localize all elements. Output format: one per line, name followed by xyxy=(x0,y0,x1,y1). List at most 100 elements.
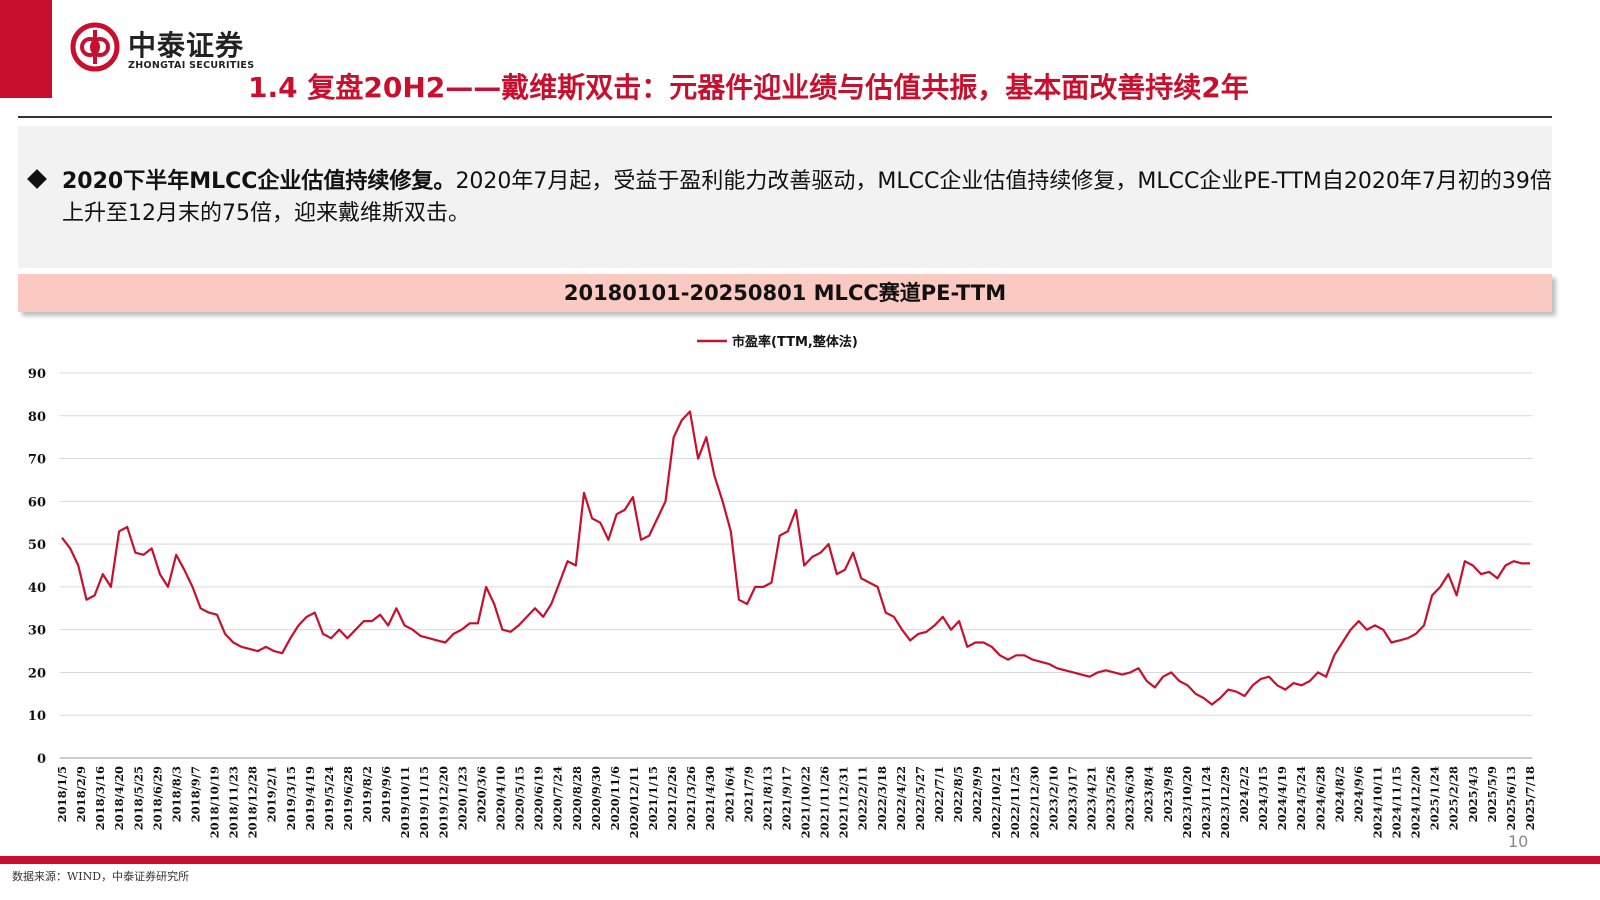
x-tick-label: 2019/2/1 xyxy=(265,766,279,822)
x-tick-label: 2020/6/19 xyxy=(532,766,546,830)
x-tick-label: 2021/11/26 xyxy=(818,766,832,838)
x-tick-label: 2018/8/3 xyxy=(169,766,183,822)
x-tick-label: 2022/2/11 xyxy=(856,766,870,830)
x-tick-label: 2025/1/24 xyxy=(1428,766,1442,830)
x-tick-label: 2018/5/25 xyxy=(131,766,145,830)
x-tick-label: 2018/9/7 xyxy=(189,766,203,822)
x-tick-label: 2024/5/24 xyxy=(1294,766,1308,830)
x-tick-label: 2018/4/20 xyxy=(112,766,126,830)
y-tick-label: 90 xyxy=(28,367,46,382)
x-tick-label: 2022/3/18 xyxy=(875,766,889,830)
legend-label: 市盈率(TTM,整体法) xyxy=(732,334,858,350)
x-tick-label: 2020/4/10 xyxy=(494,766,508,830)
x-tick-label: 2024/9/6 xyxy=(1351,766,1365,822)
page-number: 10 xyxy=(1508,832,1529,851)
x-tick-label: 2023/4/21 xyxy=(1085,766,1099,830)
x-tick-label: 2023/6/30 xyxy=(1123,766,1137,830)
logo-cn-text: 中泰证券 xyxy=(128,29,245,62)
x-tick-label: 2020/8/28 xyxy=(570,766,584,830)
x-tick-label: 2022/9/9 xyxy=(970,766,984,822)
summary-body: 2020年7月起，受益于盈利能力改善驱动，MLCC企业估值持续修复，MLCC企业… xyxy=(62,169,1552,226)
logo-mark-icon xyxy=(70,22,120,72)
x-tick-label: 2018/1/5 xyxy=(55,766,69,822)
x-tick-label: 2022/7/1 xyxy=(932,766,946,822)
y-tick-label: 60 xyxy=(28,495,46,510)
x-tick-label: 2021/12/31 xyxy=(837,766,851,838)
x-tick-label: 2024/6/28 xyxy=(1313,766,1327,830)
header-accent-block xyxy=(0,0,52,98)
x-tick-label: 2025/7/18 xyxy=(1523,766,1537,830)
company-logo: 中泰证券 ZHONGTAI SECURITIES xyxy=(70,22,290,76)
x-tick-label: 2019/8/2 xyxy=(360,766,374,822)
title-divider xyxy=(18,116,1552,118)
x-tick-label: 2025/5/9 xyxy=(1485,766,1499,822)
data-source: 数据来源：WIND，中泰证券研究所 xyxy=(12,870,190,883)
x-tick-label: 2019/5/24 xyxy=(322,766,336,830)
x-tick-label: 2021/6/4 xyxy=(722,766,736,822)
y-tick-label: 80 xyxy=(28,410,46,425)
x-tick-label: 2024/4/19 xyxy=(1275,766,1289,830)
x-tick-label: 2021/10/22 xyxy=(799,766,813,838)
x-tick-label: 2018/12/28 xyxy=(246,766,260,838)
x-tick-label: 2020/1/23 xyxy=(455,766,469,830)
chart-title: 20180101-20250801 MLCC赛道PE-TTM xyxy=(563,281,1007,305)
x-tick-label: 2025/6/13 xyxy=(1504,766,1518,830)
x-tick-label: 2020/9/30 xyxy=(589,766,603,830)
x-tick-label: 2018/2/9 xyxy=(74,766,88,822)
x-tick-label: 2023/8/4 xyxy=(1142,766,1156,822)
y-tick-label: 70 xyxy=(28,453,46,468)
x-tick-label: 2022/5/27 xyxy=(913,766,927,830)
x-tick-label: 2025/2/28 xyxy=(1447,766,1461,830)
x-tick-label: 2021/3/26 xyxy=(684,766,698,830)
x-tick-label: 2023/2/10 xyxy=(1046,766,1060,830)
x-tick-label: 2022/12/30 xyxy=(1027,766,1041,838)
page-title: 1.4 复盘20H2——戴维斯双击：元器件迎业绩与估值共振，基本面改善持续2年 xyxy=(248,71,1249,104)
x-tick-label: 2019/12/20 xyxy=(436,766,450,838)
pe-ttm-line-chart: 0 10 20 30 40 50 60 70 80 90 2018/1/5 2018/2/9 2018/… xyxy=(28,334,1537,838)
x-tick-label: 2022/10/21 xyxy=(989,766,1003,838)
x-tick-label: 2018/11/23 xyxy=(227,766,241,838)
x-tick-label: 2023/5/26 xyxy=(1104,766,1118,830)
x-tick-label: 2019/6/28 xyxy=(341,766,355,830)
y-tick-label: 50 xyxy=(28,538,46,553)
y-tick-label: 40 xyxy=(28,581,46,596)
x-tick-label: 2024/11/15 xyxy=(1390,766,1404,838)
x-tick-label: 2021/9/17 xyxy=(780,766,794,830)
y-tick-label: 30 xyxy=(28,624,46,639)
summary-text: 2020下半年MLCC企业估值持续修复。2020年7月起，受益于盈利能力改善驱动… xyxy=(62,166,1552,230)
x-tick-label: 2018/6/29 xyxy=(150,766,164,830)
x-tick-label: 2019/3/15 xyxy=(284,766,298,830)
x-tick-label: 2023/3/17 xyxy=(1065,766,1079,830)
summary-box xyxy=(18,126,1552,268)
x-tick-label: 2020/11/6 xyxy=(608,766,622,830)
x-tick-label: 2025/4/3 xyxy=(1466,766,1480,822)
x-tick-label: 2019/9/6 xyxy=(379,766,393,822)
y-tick-label: 10 xyxy=(28,709,46,724)
x-tick-label: 2023/10/20 xyxy=(1180,766,1194,838)
x-tick-label: 2019/10/11 xyxy=(398,766,412,838)
x-tick-label: 2023/9/8 xyxy=(1161,766,1175,822)
x-tick-label: 2024/12/20 xyxy=(1409,766,1423,838)
x-tick-label: 2024/3/15 xyxy=(1256,766,1270,830)
x-tick-label: 2022/11/25 xyxy=(1008,766,1022,838)
x-tick-label: 2021/7/9 xyxy=(741,766,755,822)
x-tick-label: 2024/2/2 xyxy=(1237,766,1251,822)
x-tick-label: 2020/3/6 xyxy=(474,766,488,822)
y-tick-label: 20 xyxy=(28,666,46,681)
chart-title-banner: 20180101-20250801 MLCC赛道PE-TTM xyxy=(18,274,1552,312)
series-line xyxy=(61,410,1530,706)
x-tick-label: 2020/5/15 xyxy=(513,766,527,830)
x-tick-label: 2024/8/2 xyxy=(1332,766,1346,822)
x-tick-label: 2021/2/26 xyxy=(665,766,679,830)
logo-en-text: ZHONGTAI SECURITIES xyxy=(128,60,255,71)
x-tick-label: 2018/10/19 xyxy=(208,766,222,838)
footer-bar xyxy=(0,856,1600,864)
y-tick-label: 0 xyxy=(37,752,46,767)
x-tick-label: 2020/7/24 xyxy=(551,766,565,830)
x-tick-label: 2024/10/11 xyxy=(1371,766,1385,838)
x-tick-label: 2020/12/11 xyxy=(627,766,641,838)
x-tick-label: 2022/8/5 xyxy=(951,766,965,822)
x-tick-label: 2023/11/24 xyxy=(1199,766,1213,838)
x-tick-label: 2021/1/15 xyxy=(646,766,660,830)
x-tick-label: 2019/11/15 xyxy=(417,766,431,838)
